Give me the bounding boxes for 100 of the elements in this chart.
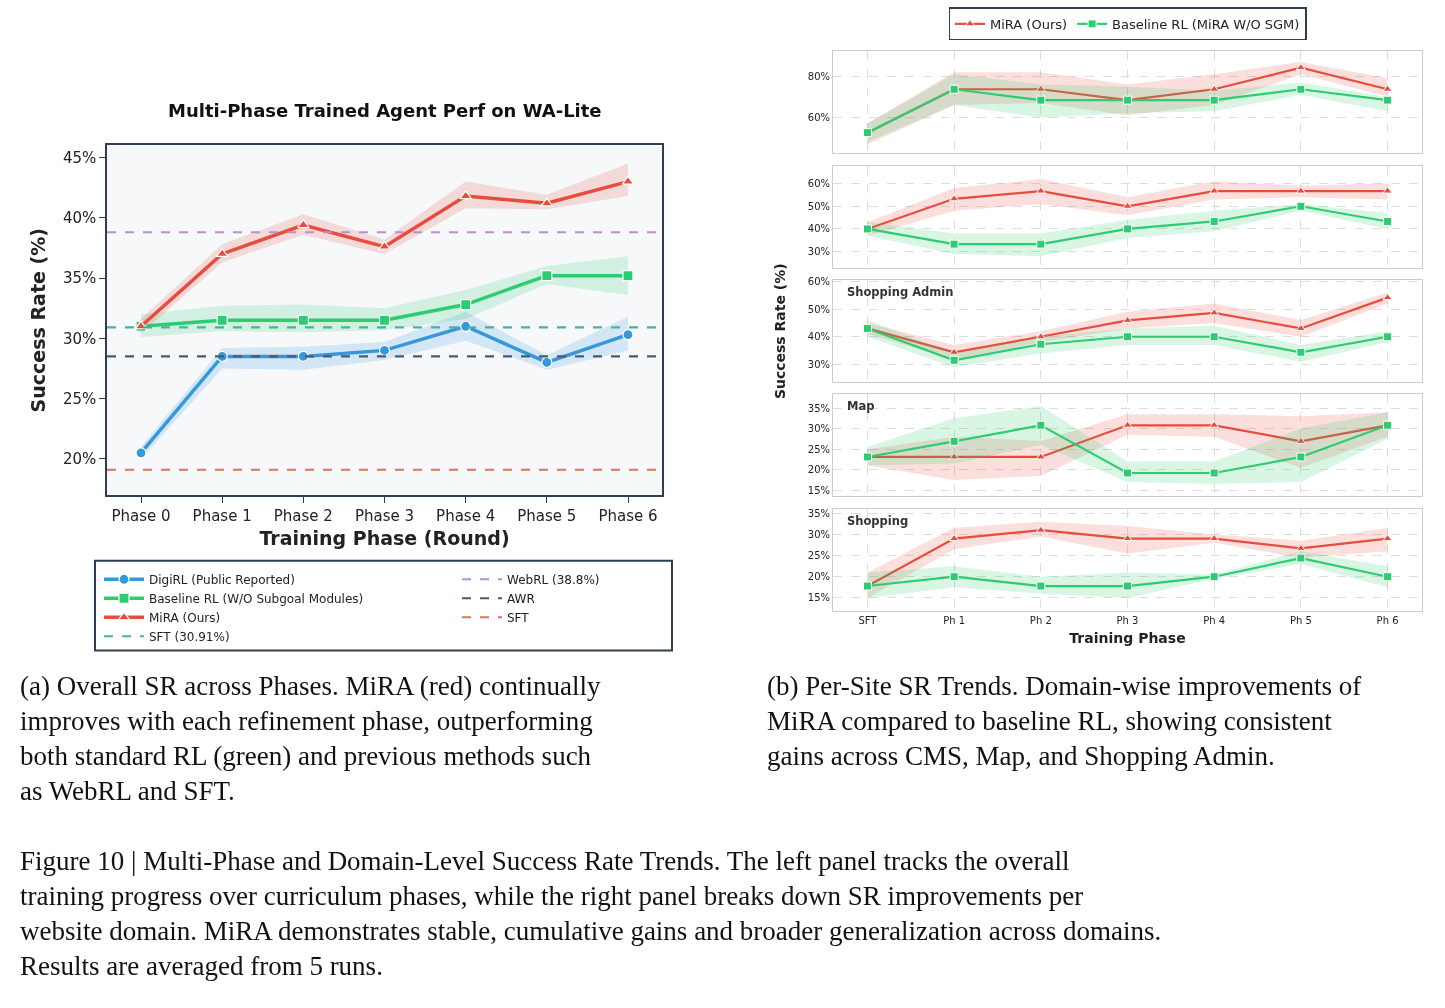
- y-tick-label: 20%: [62, 450, 97, 469]
- text: Shopping: [847, 514, 909, 528]
- y-tick-label: 60%: [807, 111, 830, 123]
- point: [1035, 84, 1046, 92]
- point: [1036, 95, 1046, 105]
- y-tick-label: 60%: [807, 178, 830, 190]
- point: [1035, 186, 1046, 194]
- point: [1122, 534, 1133, 542]
- y-tick-label: 40%: [62, 209, 97, 228]
- y-axis-title: Success Rate (%): [27, 228, 50, 413]
- point: [622, 329, 634, 341]
- point: [1209, 95, 1219, 105]
- point: [949, 436, 959, 446]
- y-tick-label: 45%: [62, 148, 97, 167]
- y-tick-label: 60%: [807, 275, 830, 287]
- point: [1209, 84, 1220, 92]
- point: [622, 270, 634, 282]
- text: Shopping Admin: [847, 285, 954, 299]
- point: [949, 572, 959, 582]
- y-tick-label: 80%: [807, 70, 830, 82]
- legend-label: AWR: [507, 591, 535, 606]
- text: Map: [847, 399, 875, 413]
- point: [1122, 420, 1133, 428]
- point: [949, 239, 959, 249]
- point: [216, 314, 228, 326]
- point: [541, 270, 553, 282]
- x-tick-label: Phase 5: [517, 506, 577, 525]
- point: [297, 314, 309, 326]
- point: [1295, 436, 1306, 444]
- y-tick-label: 20%: [807, 571, 830, 583]
- point: [1123, 581, 1132, 591]
- y-tick-label: 25%: [62, 389, 97, 408]
- legend-label: SFT (30.91%): [149, 629, 230, 644]
- y-axis-title: Success Rate (%): [772, 263, 789, 400]
- point: [949, 194, 960, 202]
- legend-label: Baseline RL (MiRA W/O SGM): [1112, 16, 1300, 32]
- y-tick-label: 40%: [807, 223, 830, 235]
- point: [1383, 216, 1393, 226]
- caption: Figure 10 | Multi-Phase and Domain-Level Success Rate Trends. The left panel tracks the overall training progress over curriculum phases, while the right panel breaks down SR improvements per website domain. MiRA demonstrates stable, cumulative gains and broader generalization across domains. Results are averaged from 5 runs.: [20, 846, 1162, 982]
- y-tick-label: 35%: [62, 269, 97, 288]
- point: [541, 356, 553, 369]
- point: [1036, 239, 1046, 249]
- y-tick-label: 30%: [807, 358, 830, 370]
- x-tick-label: Ph 1: [943, 614, 966, 626]
- point: [1123, 224, 1132, 234]
- point: [215, 248, 229, 258]
- point: [1383, 572, 1393, 582]
- point: [1383, 95, 1393, 105]
- legend-label: WebRL (38.8%): [507, 572, 600, 587]
- point: [1382, 186, 1393, 194]
- y-tick-label: 30%: [807, 528, 830, 540]
- y-tick-label: 15%: [807, 592, 830, 604]
- y-tick-label: 35%: [807, 402, 830, 414]
- point: [1383, 332, 1393, 342]
- point: [1209, 308, 1220, 316]
- y-tick-label: 20%: [807, 464, 830, 476]
- point: [1122, 315, 1133, 323]
- point: [1296, 84, 1306, 94]
- y-tick-label: 50%: [807, 303, 830, 315]
- point: [1295, 186, 1306, 194]
- y-tick-label: 30%: [807, 423, 830, 435]
- y-tick-label: 50%: [807, 200, 830, 212]
- x-tick-label: SFT: [858, 614, 878, 626]
- point: [1036, 581, 1046, 591]
- x-tick-label: Phase 6: [598, 506, 658, 525]
- point: [378, 344, 391, 356]
- point: [1035, 525, 1046, 533]
- y-tick-label: 30%: [807, 246, 830, 258]
- x-tick-label: Ph 6: [1376, 614, 1399, 626]
- point: [1209, 332, 1219, 342]
- x-tick-label: Ph 4: [1203, 614, 1226, 626]
- y-tick-label: 30%: [62, 329, 97, 348]
- point: [1296, 553, 1306, 563]
- point: [1123, 332, 1132, 342]
- point: [296, 219, 310, 229]
- point: [459, 190, 473, 200]
- x-tick-label: Ph 3: [1116, 614, 1139, 626]
- y-tick-label: 25%: [807, 443, 830, 455]
- point: [1295, 63, 1306, 71]
- legend-label: DigiRL (Public Reported): [149, 572, 295, 587]
- point: [460, 298, 472, 311]
- point: [378, 314, 391, 326]
- y-tick-label: 15%: [807, 484, 830, 496]
- point: [1122, 201, 1133, 209]
- point: [1209, 186, 1220, 194]
- chart-title: Multi-Phase Trained Agent Perf on WA-Lite: [168, 100, 602, 121]
- x-tick-label: Phase 3: [354, 506, 415, 525]
- point: [1209, 468, 1219, 478]
- point: [949, 452, 960, 460]
- text: (a) Overall SR across Phases. MiRA (red) continually improves with each refinement phase, outperforming both standard RL (green) and previous methods such as WebRL and SFT.: [20, 671, 601, 807]
- point: [1209, 572, 1219, 582]
- point: [540, 197, 554, 207]
- legend-label: Baseline RL (W/O Subgoal Modules): [149, 591, 364, 606]
- point: [1035, 452, 1046, 460]
- y-tick-label: 40%: [807, 331, 830, 343]
- point: [949, 534, 960, 542]
- x-tick-label: Ph 5: [1289, 614, 1312, 626]
- point: [1209, 216, 1219, 226]
- x-tick-label: Phase 0: [111, 506, 171, 525]
- point: [1295, 543, 1306, 551]
